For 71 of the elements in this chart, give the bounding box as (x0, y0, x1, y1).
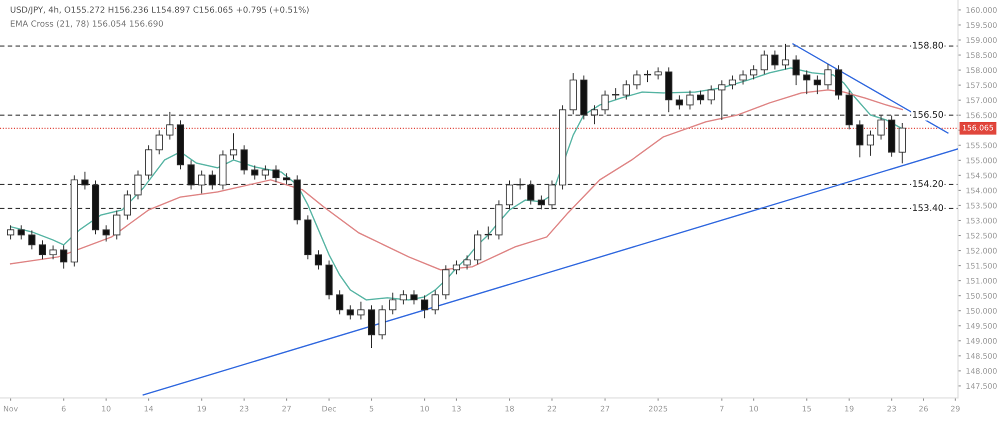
candlestick (400, 290, 407, 305)
annotation: EMA Cross (21, 78) 156.054 156.690 (10, 20, 163, 28)
candlestick (527, 180, 534, 206)
candlestick (251, 164, 258, 180)
candlestick (230, 132, 238, 160)
candlestick (718, 80, 726, 120)
candlestick (432, 290, 439, 315)
candlestick (102, 224, 110, 242)
candlestick (750, 64, 758, 80)
candlestick (336, 290, 344, 315)
candlestick (38, 240, 46, 260)
candlestick (803, 70, 810, 95)
candlestick (601, 90, 609, 115)
candlestick (760, 50, 768, 75)
candlestick (452, 260, 460, 275)
candlestick (590, 104, 598, 125)
candlestick (240, 144, 248, 175)
candlestick (314, 250, 322, 270)
candlestick (739, 70, 747, 86)
candlestick (389, 292, 396, 315)
candlestick (134, 170, 142, 200)
candlestick (463, 254, 471, 270)
candlestick (644, 70, 652, 83)
candlestick (782, 43, 790, 70)
candlestick (548, 180, 556, 210)
candlestick (856, 120, 864, 158)
candlestick (686, 90, 694, 110)
candlestick (272, 164, 280, 183)
ref-line-label: 153.40 (913, 204, 944, 212)
candlestick (824, 64, 832, 90)
candlestick (7, 224, 14, 240)
candlestick (262, 164, 269, 180)
candlestick (18, 224, 25, 240)
candlestick (187, 160, 195, 190)
candlestick (208, 170, 216, 190)
candlestick (771, 50, 778, 70)
candlestick (283, 172, 290, 185)
candlestick (622, 80, 630, 100)
candlestick (346, 304, 354, 320)
candlestick (728, 75, 736, 90)
candlestick (420, 294, 428, 319)
candlestick (516, 178, 524, 190)
candlestick (60, 244, 68, 270)
candlestick (198, 170, 206, 194)
candlestick (410, 290, 418, 305)
ref-line-label: 154.20 (913, 180, 944, 188)
candlestick (633, 70, 640, 90)
candlestick (708, 84, 715, 105)
candlestick (28, 230, 36, 250)
ref-line-label: 158.80 (913, 42, 944, 49)
candlestick (506, 180, 514, 210)
candlestick (113, 210, 120, 240)
line-series (10, 89, 903, 271)
candlestick (357, 301, 365, 320)
candlestick (484, 226, 492, 240)
annotation: USD/JPY, 4h, O155.272 H156.236 L154.897 C156.065 +0.795 (+0.51%) (10, 6, 309, 14)
candlestick (696, 90, 704, 105)
candlestick (866, 130, 874, 156)
candlestick (792, 54, 800, 86)
candlestick (654, 66, 662, 80)
candlestick (814, 75, 821, 95)
candlestick (81, 171, 89, 190)
candlestick (877, 115, 885, 140)
candlestick (166, 111, 174, 140)
candlestick (49, 244, 57, 260)
ref-line-label: 156.50 (913, 110, 944, 118)
candlestick (612, 88, 620, 100)
candlestick (124, 190, 131, 220)
candlestick (156, 130, 163, 155)
candlestick (538, 195, 545, 210)
candlestick (676, 94, 683, 110)
